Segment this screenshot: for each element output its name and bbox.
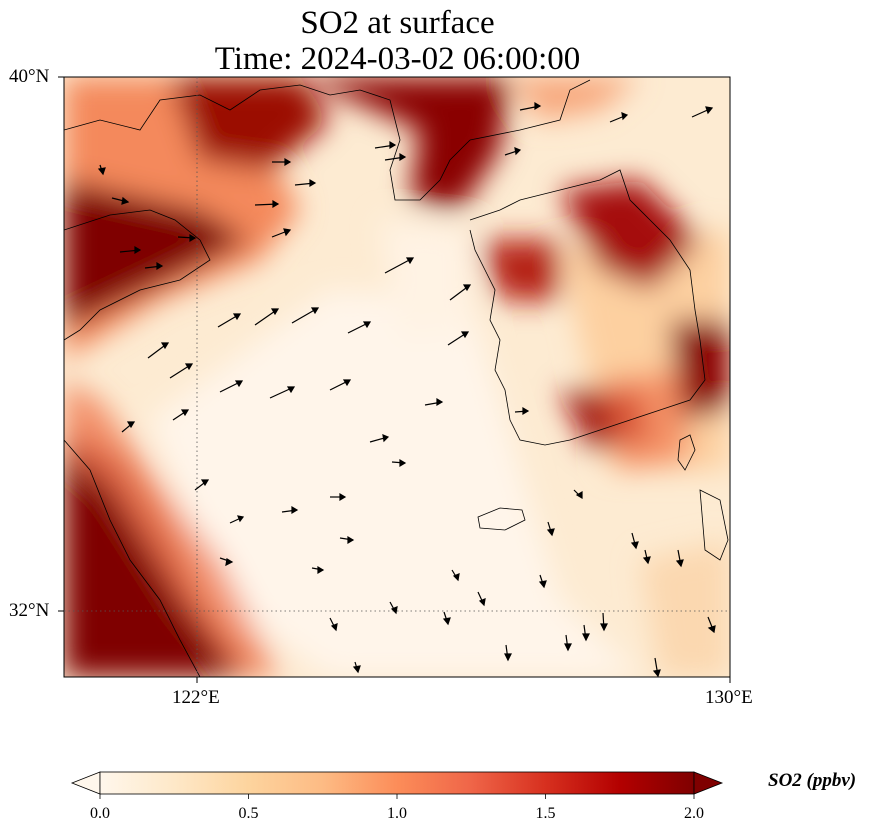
colorbar <box>70 771 724 799</box>
wind-arrow <box>675 549 684 568</box>
wind-arrow <box>642 549 651 565</box>
wind-arrow <box>254 308 280 326</box>
wind-arrow <box>254 199 280 209</box>
wind-arrow <box>384 257 415 274</box>
so2-field <box>64 77 730 677</box>
wind-arrow <box>347 321 372 334</box>
coastlines <box>64 79 729 677</box>
wind-arrow <box>352 661 361 674</box>
plot-frame <box>63 76 731 678</box>
wind-arrow <box>169 363 194 379</box>
colorbar-tick: 2.0 <box>684 805 704 822</box>
colorbar-extend-max <box>693 771 724 795</box>
wind-arrow <box>389 601 398 615</box>
wind-arrow <box>652 657 661 678</box>
wind-arrow <box>374 140 397 150</box>
wind-arrow <box>546 521 555 537</box>
wind-arrow <box>269 386 296 399</box>
wind-arrow <box>219 557 234 567</box>
wind-arrow <box>424 397 444 407</box>
wind-arrow <box>339 535 355 545</box>
chart-title-line2: Time: 2024-03-02 06:00:00 <box>214 41 581 77</box>
wind-arrow <box>391 458 407 468</box>
wind-arrow <box>272 157 292 167</box>
wind-arrow <box>121 421 136 433</box>
wind-arrow <box>291 307 320 324</box>
wind-arrow <box>97 164 106 176</box>
wind-arrow <box>229 515 245 524</box>
wind-arrow <box>538 574 547 589</box>
wind-arrow <box>147 342 170 359</box>
wind-arrow <box>384 152 407 162</box>
axis-ticks <box>58 76 731 683</box>
wind-arrow <box>514 406 530 416</box>
colorbar-tick: 1.5 <box>535 805 556 822</box>
wind-arrow <box>194 479 210 491</box>
wind-arrow <box>330 492 347 502</box>
wind-arrow <box>172 409 190 421</box>
wind-arrow <box>177 233 197 243</box>
wind-arrow <box>219 380 244 393</box>
wind-arrow <box>504 644 512 662</box>
chart-title-line1: SO2 at surface <box>300 5 495 41</box>
wind-arrow <box>447 331 470 346</box>
wind-arrow <box>582 624 590 642</box>
wind-arrow <box>449 284 472 301</box>
wind-arrow <box>609 112 629 123</box>
lat-label-32: 32°N <box>9 600 50 621</box>
colorbar-label: SO2 (ppbv) <box>768 770 857 791</box>
colorbar-tick: 1.0 <box>387 805 407 822</box>
wind-arrow <box>369 434 390 443</box>
wind-arrow <box>707 616 716 634</box>
wind-arrow <box>217 313 242 328</box>
wind-arrow <box>451 569 460 582</box>
wind-arrow <box>504 147 522 156</box>
wind-arrow <box>573 489 583 500</box>
lon-label-130: 130°E <box>705 687 753 708</box>
colorbar-tick: 0.0 <box>90 805 110 822</box>
wind-arrow <box>294 178 317 188</box>
wind-arrow <box>630 532 639 550</box>
wind-arrow <box>281 505 299 515</box>
wind-vectors <box>97 101 716 678</box>
wind-arrow <box>600 612 608 632</box>
wind-arrow <box>564 634 572 652</box>
lon-label-122: 122°E <box>172 687 220 708</box>
wind-arrow <box>329 379 352 391</box>
colorbar-gradient <box>99 771 695 795</box>
lat-label-40: 40°N <box>9 66 50 87</box>
gridlines <box>64 77 730 677</box>
wind-arrow <box>691 106 714 118</box>
wind-arrow <box>311 565 325 575</box>
wind-arrow <box>477 591 486 607</box>
wind-arrow <box>271 228 292 238</box>
wind-arrow <box>519 101 542 111</box>
wind-arrow <box>111 196 130 205</box>
wind-arrow <box>329 617 338 632</box>
colorbar-tick: 0.5 <box>238 805 259 822</box>
colorbar-extend-min <box>70 771 101 795</box>
wind-arrow <box>144 261 164 271</box>
wind-arrow <box>119 245 142 255</box>
wind-arrow <box>442 611 451 626</box>
